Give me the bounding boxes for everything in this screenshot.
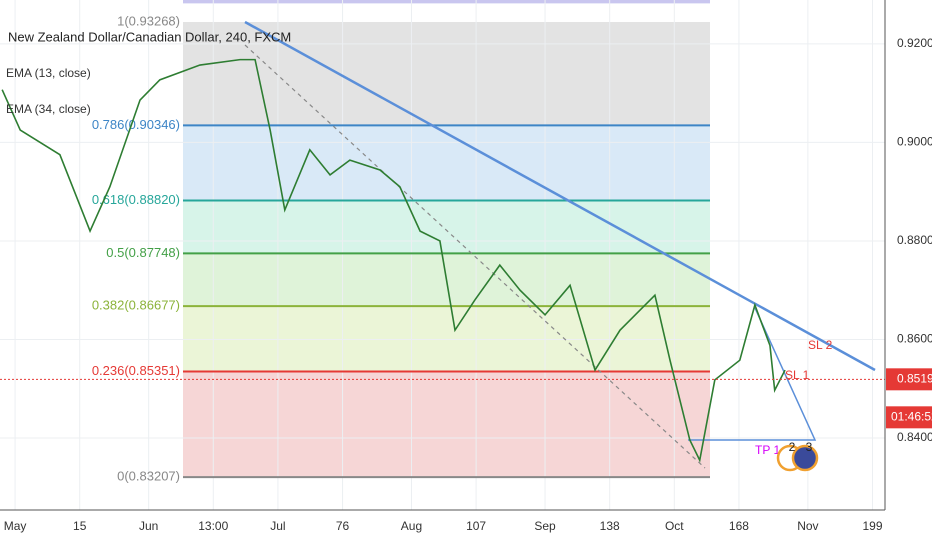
x-tick-label: 138 bbox=[600, 519, 620, 533]
fib-band bbox=[183, 200, 710, 254]
fib-band bbox=[183, 371, 710, 478]
x-tick-label: Jul bbox=[270, 519, 285, 533]
x-tick-label: 76 bbox=[336, 519, 350, 533]
fib-label: 0(0.83207) bbox=[117, 469, 180, 484]
indicator-label: EMA (34, close) bbox=[6, 102, 91, 116]
price-tag-label: 0.85192 bbox=[897, 371, 932, 385]
annotation: 3 bbox=[806, 440, 813, 454]
trend-line bbox=[244, 20, 876, 372]
fib-bands bbox=[183, 0, 710, 478]
annotation: SL 1 bbox=[785, 368, 810, 382]
fib-label: 0.236(0.85351) bbox=[92, 363, 180, 378]
plot bbox=[0, 58, 885, 463]
x-tick-label: 107 bbox=[466, 519, 486, 533]
x-tick-label: 168 bbox=[729, 519, 749, 533]
fib-lines: 1(0.93268) 0.786(0.90346) 0.618(0.88820) 0.… bbox=[92, 13, 710, 484]
fib-band bbox=[183, 306, 710, 372]
fib-band bbox=[183, 22, 710, 126]
annotation: SL 2 bbox=[808, 338, 833, 352]
price-line bbox=[1, 58, 786, 463]
projection bbox=[688, 307, 817, 441]
annotation: TP 1 bbox=[755, 443, 780, 457]
x-tick-label: Oct bbox=[665, 519, 684, 533]
indicator-label: EMA (13, close) bbox=[6, 66, 91, 80]
icon bbox=[791, 444, 819, 472]
fib-label: 0.382(0.86677) bbox=[92, 298, 180, 313]
countdown-label: 01:46:52 bbox=[891, 409, 932, 423]
x-tick-label: 199 bbox=[862, 519, 882, 533]
price-tag bbox=[886, 368, 932, 391]
fib-top-band bbox=[183, 0, 710, 4]
fib-band bbox=[183, 125, 710, 201]
x-tick-label: 15 bbox=[73, 519, 87, 533]
dashed-trend bbox=[244, 44, 706, 469]
x-tick-label: 13:00 bbox=[198, 519, 228, 533]
x-tick-label: Aug bbox=[401, 519, 422, 533]
x-tick-label: Nov bbox=[797, 519, 818, 533]
grid bbox=[0, 0, 885, 510]
x-tick-label: Sep bbox=[534, 519, 556, 533]
x-tick-label: May bbox=[4, 519, 27, 533]
countdown-tag bbox=[886, 406, 932, 429]
annotation: 2 bbox=[789, 440, 796, 454]
fib-label: 0.5(0.87748) bbox=[106, 245, 180, 260]
fib-label: 1(0.93268) bbox=[117, 13, 180, 28]
y-tick-label: 0.92000 bbox=[897, 36, 932, 50]
fib-label: 0.618(0.88820) bbox=[92, 192, 180, 207]
chart-title: New Zealand Dollar/Canadian Dollar, 240,… bbox=[8, 29, 291, 44]
fib-label: 0.786(0.90346) bbox=[92, 117, 180, 132]
x-tick-label: Jun bbox=[139, 519, 158, 533]
